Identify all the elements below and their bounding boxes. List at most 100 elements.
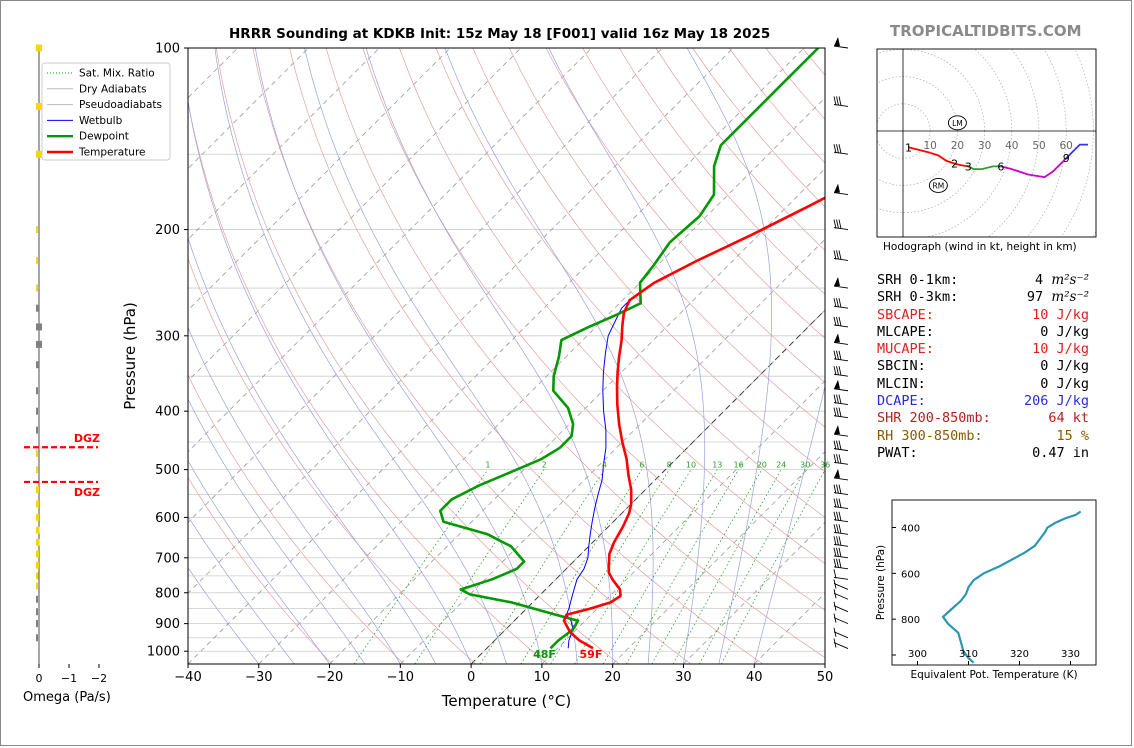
hodograph-trace — [967, 165, 1001, 170]
wind-barb-flag — [834, 468, 840, 478]
stat-row: PWAT: 0.47 in — [877, 445, 1089, 462]
mixing-ratio-label: 10 — [686, 461, 696, 470]
mixing-ratio-line — [550, 469, 670, 664]
brand-watermark: TROPICALTIDBITS.COM — [890, 22, 1082, 40]
legend: Sat. Mix. Ratio Dry Adiabats Pseudoadiabat… — [41, 62, 171, 161]
hodograph-ring-label: 30 — [978, 140, 991, 152]
isotherm — [188, 48, 522, 382]
hodograph-height-label: 3 — [965, 160, 972, 173]
hodograph-storm-motion-label: LM — [952, 119, 963, 128]
omega-x-tick-label: −2 — [91, 672, 107, 685]
wind-barb-feather — [836, 366, 839, 376]
stat-row: SRH 0-1km: 4 m²s⁻² — [877, 272, 1089, 289]
omega-bar — [36, 572, 39, 580]
x-tick-label: −40 — [174, 670, 201, 685]
moist-adiabat — [188, 398, 366, 664]
omega-bar — [36, 226, 38, 234]
wind-barb-feather — [836, 298, 839, 308]
stat-value: 4 m²s⁻² — [1035, 272, 1089, 288]
theta-e-plot-area — [941, 510, 1082, 664]
wind-barb-feather — [833, 589, 837, 599]
wind-barb — [833, 536, 849, 547]
x-tick-label: 0 — [467, 670, 475, 685]
wind-barb — [833, 524, 849, 535]
theta-e-y-tick-label: 600 — [901, 569, 920, 580]
wind-barb — [833, 454, 849, 465]
wind-barb-feather — [833, 569, 837, 579]
wind-barb-staff — [833, 576, 849, 580]
wind-barb-feather — [833, 144, 837, 154]
wind-barb-staff — [833, 605, 849, 613]
wind-barb-flag — [834, 183, 840, 193]
omega-bar — [36, 582, 38, 590]
wind-barb-feather — [836, 484, 839, 494]
wind-barb-feather — [833, 498, 837, 508]
hodograph-caption: Hodograph (wind in kt, height in km) — [883, 241, 1077, 253]
stat-row: MUCAPE: 10 J/kg — [877, 341, 1089, 358]
stat-label: SRH 0-3km: — [877, 289, 959, 306]
mixing-ratio-line — [699, 469, 806, 664]
hodograph-trace — [908, 146, 931, 154]
isotherm — [188, 48, 734, 594]
theta-e-y-axis-label: Pressure (hPa) — [875, 545, 887, 620]
moist-adiabat — [188, 326, 401, 664]
stat-label: SHR 200-850mb: — [877, 410, 991, 427]
theta-e-x-tick-label: 320 — [1010, 649, 1029, 660]
mixing-ratio-label: 4 — [602, 461, 607, 470]
wind-barb-flag — [834, 37, 840, 46]
wind-barb-feather — [836, 250, 839, 260]
isotherm — [188, 48, 663, 524]
wind-barb-feather — [833, 298, 837, 308]
wind-barb — [833, 569, 849, 580]
wind-barb-feather — [833, 601, 837, 611]
stat-label: MUCAPE: — [877, 341, 934, 358]
stat-value: 0 J/kg — [1040, 358, 1089, 375]
dewpoint-line — [439, 48, 820, 650]
x-tick-label: 30 — [675, 670, 692, 685]
stat-label: PWAT: — [877, 444, 918, 461]
wind-barb-feather — [833, 454, 837, 464]
moist-adiabat — [214, 48, 507, 664]
stat-row: SRH 0-3km: 97 m²s⁻² — [877, 289, 1089, 306]
omega-bar — [36, 500, 39, 508]
stat-unit: m²s⁻² — [1051, 289, 1089, 306]
skewt-axes-frame — [187, 47, 826, 665]
y-tick-label: 300 — [155, 329, 180, 344]
wind-barb — [833, 394, 849, 405]
wind-barb-feather — [833, 524, 837, 534]
wind-barb-feather — [836, 536, 839, 546]
stat-label: DCAPE: — [877, 393, 926, 410]
wind-barb-feather — [838, 298, 842, 308]
stat-value: 10 J/kg — [1032, 306, 1089, 323]
wind-barb — [833, 601, 849, 613]
omega-caption: Omega (Pa/s) — [23, 690, 111, 705]
wind-barb-feather — [838, 440, 842, 450]
y-tick-label: 400 — [155, 405, 180, 420]
stat-value: 206 J/kg — [1023, 393, 1089, 410]
stat-value: 0.47 in — [1032, 444, 1089, 461]
wind-barb — [833, 484, 849, 496]
wind-barb — [833, 425, 849, 437]
wind-barb — [833, 613, 849, 625]
wind-barb-feather — [836, 498, 839, 508]
dry-adiabat — [188, 476, 333, 664]
wind-barb-feather — [833, 350, 837, 360]
omega-bar — [36, 304, 39, 312]
hodograph-ring-label: 40 — [1005, 140, 1018, 152]
theta-e-x-axis-label: Equivalent Pot. Temperature (K) — [910, 669, 1077, 681]
stat-label: SBCIN: — [877, 358, 926, 375]
dry-adiabat — [582, 48, 825, 339]
stat-value: 64 kt — [1048, 410, 1089, 427]
wind-barb — [833, 298, 849, 309]
mixing-ratio-label: 2 — [542, 461, 547, 470]
wind-barb-feather — [833, 219, 837, 229]
dgz-label: DGZ — [74, 486, 100, 499]
moist-adiabat — [188, 567, 260, 664]
legend-item-label: Sat. Mix. Ratio — [79, 68, 155, 80]
isotherm — [683, 521, 825, 664]
stat-row: SBCAPE: 10 J/kg — [877, 307, 1089, 324]
y-tick-label: 700 — [155, 551, 180, 566]
x-tick-label: 10 — [534, 670, 551, 685]
x-tick-label: 40 — [746, 670, 763, 685]
